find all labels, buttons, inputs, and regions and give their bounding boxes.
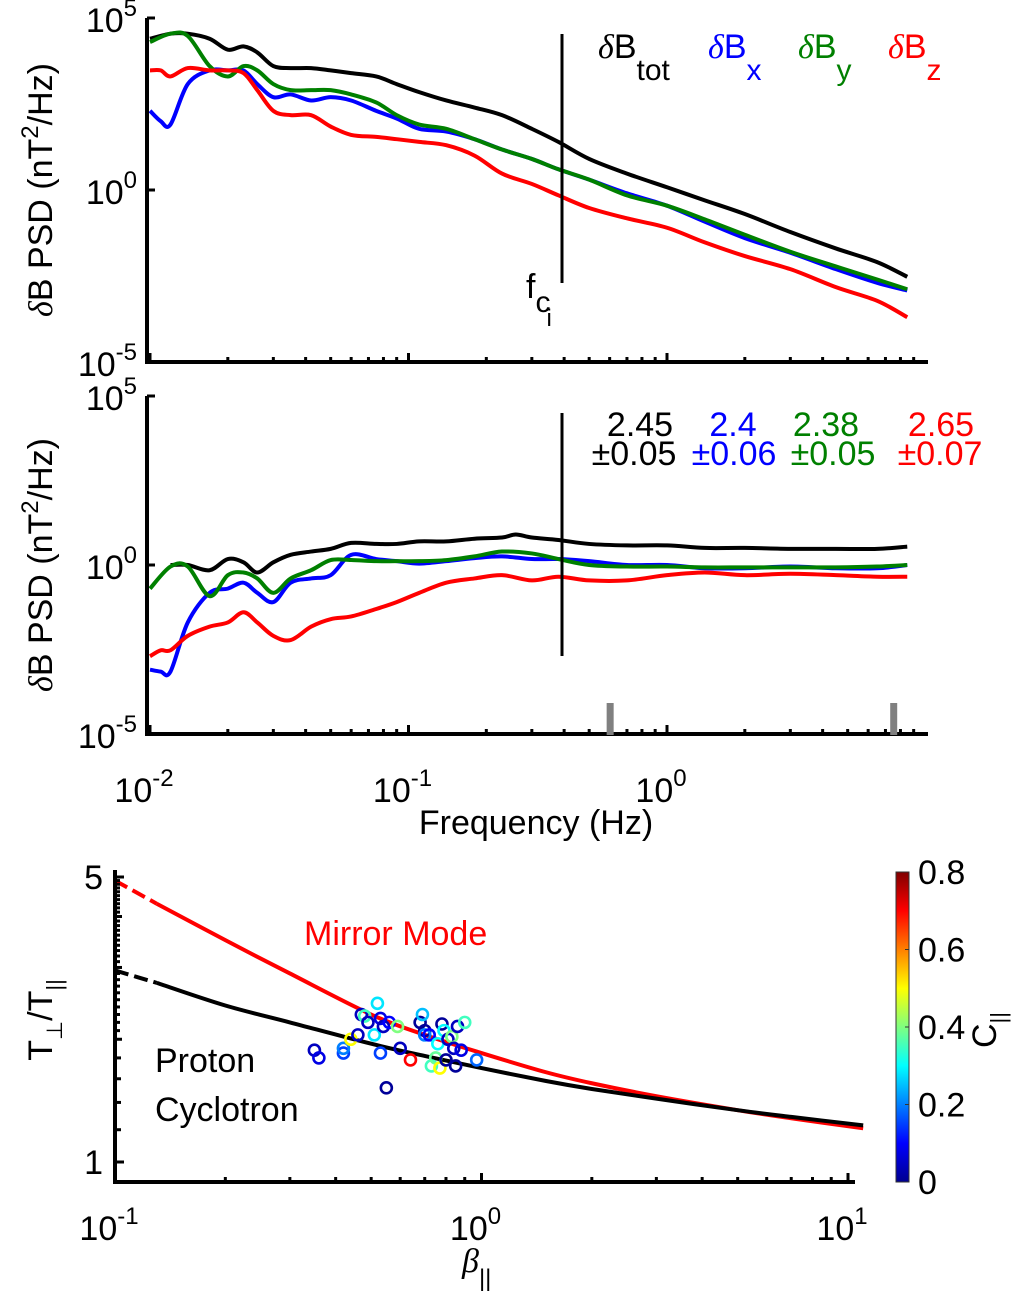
scatter-point [367, 1028, 382, 1042]
p2-ylabel: δB PSD (nT2/Hz) [17, 438, 60, 692]
panel-middle-compensated: 105 100 10-5 10-2 10-1 100 δB PSD (nT2/Hz) Fr… [17, 373, 982, 842]
proton-cyclotron-curve [156, 980, 864, 1128]
x-tick-label: 101 [816, 1203, 867, 1248]
panel-top-psd: fci 105 100 10-5 δB PSD (nT2/Hz) δBtot δBx… [17, 0, 942, 384]
x-tick-label: 10-1 [373, 765, 432, 810]
p2-slope-annotations: 2.45 ±0.05 2.4 ±0.06 2.38 ±0.05 2.65 ±0.… [592, 406, 983, 473]
slope-err-z: ±0.07 [898, 435, 983, 473]
slope-y: 2.38 [793, 406, 859, 444]
colorbar-label: C|| [966, 1012, 1011, 1048]
scatter-point [417, 1028, 432, 1042]
y-tick-label: 100 [86, 167, 137, 212]
scatter-point [370, 996, 385, 1011]
scatter-point [336, 1041, 351, 1056]
series-line-bz [149, 65, 909, 320]
slope-err-tot: ±0.05 [592, 435, 677, 473]
scatter-point [312, 1051, 326, 1065]
scatter-point [379, 1081, 394, 1095]
p1-axes: 105 100 10-5 [78, 0, 928, 384]
series-line-bycompensated [148, 549, 908, 599]
scatter-point [435, 1017, 449, 1031]
scatter-point [415, 1007, 430, 1022]
svg-text:δB PSD (nT2/Hz): δB PSD (nT2/Hz) [17, 63, 60, 317]
legend-entry-x: δBx [708, 28, 762, 87]
colorbar-tick-label: 0.4 [918, 1009, 965, 1047]
slope-err-x: ±0.06 [692, 435, 777, 473]
slope-err-y: ±0.05 [791, 435, 876, 473]
x-tick-label: 10-1 [79, 1203, 138, 1248]
mirror-mode-label: Mirror Mode [304, 915, 487, 953]
p1-ylabel: δB PSD (nT2/Hz) [17, 63, 60, 317]
y-tick-label: 1 [84, 1144, 103, 1182]
scatter-point [454, 1043, 468, 1058]
proton-cyclotron-label-line1: Proton [155, 1042, 255, 1080]
slope-tot: 2.45 [607, 406, 673, 444]
scatter-point [373, 1046, 388, 1060]
p1-fci-label: fci [526, 268, 552, 332]
p1-series-group [148, 30, 909, 320]
scatter-point [457, 1015, 472, 1030]
fit-range-marker [890, 703, 898, 735]
panel-bottom-anisotropy: 5 1 10-1 100 101 Mirror Mode Proton Cyclotro… [22, 854, 1011, 1292]
svg-text:T⊥/T||: T⊥/T|| [22, 979, 67, 1061]
y-tick-label: 10-5 [78, 339, 137, 384]
x-tick-label: 100 [635, 765, 686, 810]
scatter-point [446, 1041, 461, 1056]
colorbar-tick-label: 0 [918, 1164, 937, 1202]
fit-range-marker [606, 703, 614, 735]
y-tick-label: 105 [86, 373, 137, 418]
scatter-point [469, 1053, 484, 1067]
p2-series-group [148, 532, 908, 678]
proton-cyclotron-dashed-curve [114, 968, 158, 985]
series-line-btot [149, 31, 909, 279]
colorbar-tick-label: 0.2 [918, 1087, 965, 1125]
p1-legend: δBtot δBx δBy δBz [598, 28, 942, 87]
scatter-point [422, 1028, 437, 1042]
scatter-point [390, 1019, 405, 1034]
p3-ylabel: T⊥/T|| [22, 979, 67, 1061]
y-tick-label: 105 [86, 0, 137, 40]
x-tick-label: 10-2 [114, 765, 173, 810]
p2-xlabel: Frequency (Hz) [419, 804, 653, 842]
y-tick-label: 10-5 [78, 711, 137, 756]
series-line-bzcompensated [148, 570, 908, 658]
series-line-by [149, 30, 908, 292]
scatter-point [439, 1053, 453, 1067]
p2-axes: 105 100 10-5 10-2 10-1 100 [78, 373, 928, 810]
svg-text:δB PSD (nT2/Hz): δB PSD (nT2/Hz) [17, 438, 60, 692]
legend-entry-y: δBy [798, 28, 852, 87]
y-tick-label: 100 [86, 542, 137, 587]
p2-fit-range-markers [606, 703, 898, 735]
scatter-point [361, 1015, 375, 1030]
scatter-point [403, 1053, 418, 1067]
colorbar-tick-label: 0.6 [918, 932, 965, 970]
proton-cyclotron-label-line2: Cyclotron [155, 1091, 299, 1129]
slope-z: 2.65 [908, 406, 974, 444]
slope-x: 2.4 [709, 406, 756, 444]
mirror-mode-dashed-curve [114, 878, 158, 906]
legend-entry-tot: δBtot [598, 28, 671, 87]
scatter-point [351, 1028, 365, 1042]
scatter-point [448, 1059, 463, 1073]
svg-text:C||: C|| [966, 1012, 1011, 1048]
y-tick-label: 5 [84, 859, 103, 897]
p3-axes: 5 1 10-1 100 101 [79, 859, 867, 1248]
series-line-btotcompensated [170, 532, 908, 575]
p3-scatter-points [307, 996, 484, 1095]
x-tick-label: 100 [450, 1203, 501, 1248]
colorbar-tick-label: 0.8 [918, 854, 965, 892]
colorbar-ticks: 0 0.2 0.4 0.6 0.8 [905, 854, 965, 1202]
p3-xlabel: β|| [461, 1243, 491, 1292]
scatter-point [393, 1041, 407, 1056]
scatter-point [336, 1046, 351, 1060]
legend-entry-z: δBz [888, 28, 942, 87]
